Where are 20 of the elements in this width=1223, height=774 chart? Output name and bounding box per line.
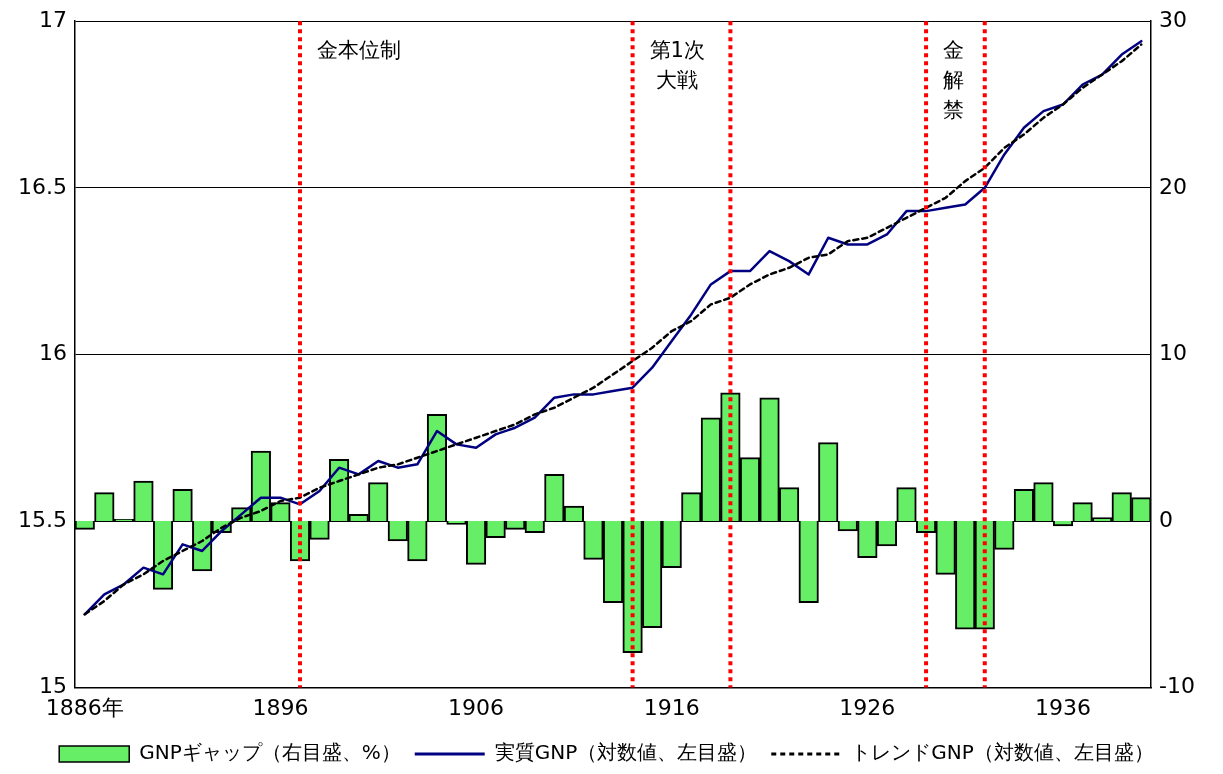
y2-tick-label: 20 [1159, 173, 1188, 199]
x-tick-label: 1906 [448, 694, 505, 720]
y2-tick-label: -10 [1159, 673, 1195, 699]
x-tick-label: 1936 [1035, 694, 1092, 720]
legend-label: GNPギャップ（右目盛、%） [139, 740, 401, 765]
y-tick-label: 16.5 [18, 173, 67, 199]
x-tick-label: 1916 [643, 694, 700, 720]
ref-line-label: 第1次大戦 [649, 37, 705, 92]
ref-line-label: 金本位制 [316, 37, 401, 62]
y2-tick-label: 30 [1159, 6, 1188, 32]
y-tick-label: 16 [38, 340, 67, 366]
y2-tick-label: 10 [1159, 340, 1188, 366]
legend-label: トレンドGNP（対数値、左目盛） [851, 740, 1154, 765]
x-tick-label: 1926 [839, 694, 896, 720]
y2-tick-label: 0 [1159, 506, 1174, 532]
ref-line-label: 金解禁 [943, 37, 965, 122]
x-tick-label: 1896 [252, 694, 309, 720]
y-tick-label: 17 [38, 6, 67, 32]
legend-label: 実質GNP（対数値、左目盛） [494, 740, 758, 765]
y-tick-label: 15.5 [18, 506, 67, 532]
